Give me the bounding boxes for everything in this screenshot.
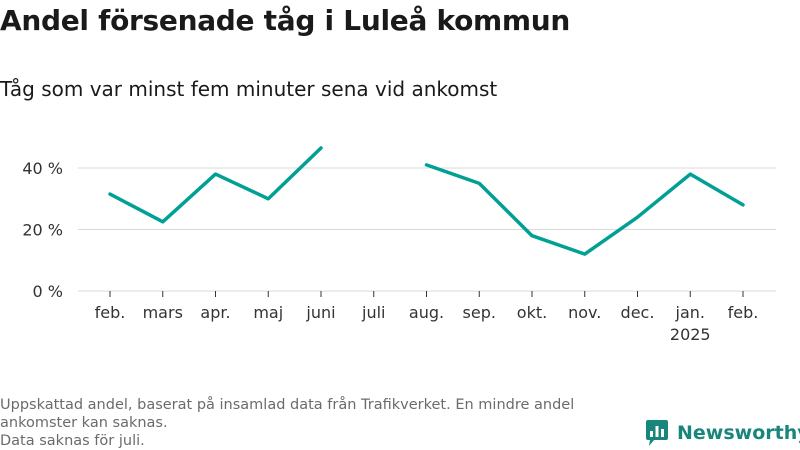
series-line	[108, 146, 323, 224]
gridlines	[78, 167, 776, 292]
chart-title: Andel försenade tåg i Luleå kommun	[0, 4, 571, 37]
footnote-line: Data saknas för juli.	[0, 433, 145, 449]
series-line	[424, 163, 745, 256]
x-tick-label: feb.	[95, 303, 126, 322]
x-tick-label: juli	[361, 303, 385, 322]
footnote: Uppskattad andel, baserat på insamlad da…	[0, 396, 640, 450]
x-tick-label: maj	[253, 303, 283, 322]
x-tick-label: mars	[143, 303, 183, 322]
x-tick-label: sep.	[463, 303, 496, 322]
x-tick-label: jan.	[675, 303, 705, 322]
line-chart: 0 % 20 % 40 % feb. mars apr. maj juni juli aug. s…	[22, 146, 776, 344]
x-tick-label: okt.	[517, 303, 547, 322]
x-tick-year-label: 2025	[670, 325, 711, 344]
footnote-line: ankomster kan saknas.	[0, 415, 168, 431]
series-lines	[108, 146, 745, 256]
x-tick-label: nov.	[568, 303, 601, 322]
x-tick-label: aug.	[409, 303, 444, 322]
x-tick-label: feb.	[728, 303, 759, 322]
x-tick-label: juni	[305, 303, 335, 322]
x-tick-label: apr.	[200, 303, 230, 322]
x-tick-label: dec.	[621, 303, 655, 322]
brand-name: Newsworthy	[677, 422, 800, 444]
y-tick-label: 40 %	[22, 159, 63, 178]
newsworthy-logo-icon	[646, 420, 668, 446]
brand-logo: Newsworthy	[645, 419, 800, 447]
x-axis-ticks: feb. mars apr. maj juni juli aug. sep. okt. nov. d…	[95, 291, 759, 344]
y-axis-ticks: 0 % 20 % 40 %	[22, 159, 63, 301]
footnote-line: Uppskattad andel, baserat på insamlad da…	[0, 397, 575, 413]
y-tick-label: 20 %	[22, 221, 63, 240]
y-tick-label: 0 %	[33, 282, 63, 301]
chart-subtitle: Tåg som var minst fem minuter sena vid a…	[0, 77, 498, 101]
